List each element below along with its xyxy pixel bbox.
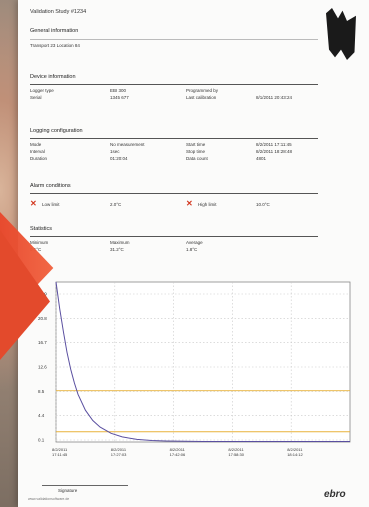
section-general-information: General information [30, 28, 79, 34]
section-device-information: Device information [30, 74, 76, 80]
average-value: 1.8°C [186, 247, 198, 252]
x-tick-time: 17:58:30 [228, 452, 244, 457]
y-tick-label: 4.4 [38, 413, 45, 418]
x-tick-time: 17:11:45 [52, 452, 68, 457]
field-label: Serial [30, 95, 42, 100]
document-title: Validation Study #1234 [30, 9, 87, 15]
maximum-value: 31.2°C [110, 247, 124, 252]
field-value: 1sec [110, 149, 120, 154]
field-label: Programmed by [186, 88, 219, 93]
field-label: Stop time [186, 149, 206, 154]
y-tick-label: 12.6 [38, 365, 47, 370]
section-statistics: Statistics [30, 226, 53, 232]
x-tick-date: 8/2/2011 [111, 447, 127, 452]
average-label: Average [186, 240, 203, 245]
low-limit-value: 2.0°C [110, 202, 122, 207]
x-tick-date: 8/2/2011 [228, 447, 244, 452]
ebro-logo-text: ebro [324, 489, 346, 500]
y-tick-label: 0.1 [38, 438, 45, 443]
logger-device-logo [326, 8, 356, 60]
field-label: Mode [30, 142, 42, 147]
x-tick-time: 18:14:12 [287, 452, 303, 457]
x-tick-date: 8/2/2011 [287, 447, 303, 452]
low-limit-label: Low limit [42, 202, 60, 207]
footer-url: www.validationsoftware.de [28, 497, 70, 501]
field-value: 8/2/2011 18:28:48 [256, 149, 292, 154]
field-label: Last calibration [186, 95, 217, 100]
temperature-chart: 24.920.816.712.68.54.40.18/2/201117:11:4… [38, 281, 351, 457]
x-tick-date: 8/2/2011 [170, 447, 186, 452]
maximum-label: Maximum [110, 240, 130, 245]
divider [30, 193, 318, 194]
plot-frame [55, 281, 351, 443]
location-value: Transport 23 Location 84 [30, 43, 80, 48]
divider [30, 236, 318, 237]
signature-label: Signature [58, 488, 78, 493]
field-value: 4801 [256, 156, 267, 161]
divider [30, 39, 318, 40]
field-value: EBI 300 [110, 88, 127, 93]
section-alarm-conditions: Alarm conditions [30, 183, 71, 189]
high-limit-value: 10.0°C [256, 202, 270, 207]
field-label: Duration [30, 156, 48, 161]
alarm-x-icon: ✕ [186, 199, 193, 208]
x-tick-date: 8/2/2011 [52, 447, 68, 452]
minimum-label: Minimum [30, 240, 49, 245]
x-tick-time: 17:27:03 [111, 452, 127, 457]
field-label: Start time [186, 142, 206, 147]
field-label: Data count [186, 156, 208, 161]
temperature-series-line [55, 281, 350, 442]
signature-line [42, 485, 128, 486]
field-value: 8/2/2011 17:11:45 [256, 142, 292, 147]
section-logging-configuration: Logging configuration [30, 128, 83, 134]
high-limit-label: High limit [198, 202, 217, 207]
divider [30, 138, 318, 139]
divider [30, 84, 318, 85]
y-tick-label: 16.7 [38, 340, 47, 345]
alarm-x-icon: ✕ [30, 199, 37, 208]
y-tick-label: 8.5 [38, 389, 45, 394]
field-value: 01:20:04 [110, 156, 128, 161]
field-label: Logger type [30, 88, 54, 93]
field-value: 1345 677 [110, 95, 129, 100]
field-value: No measurement [110, 142, 145, 147]
y-tick-label: 20.8 [38, 316, 47, 321]
field-value: 8/1/2011 20:43:24 [256, 95, 292, 100]
x-tick-time: 17:42:06 [170, 452, 186, 457]
field-label: Interval [30, 149, 45, 154]
